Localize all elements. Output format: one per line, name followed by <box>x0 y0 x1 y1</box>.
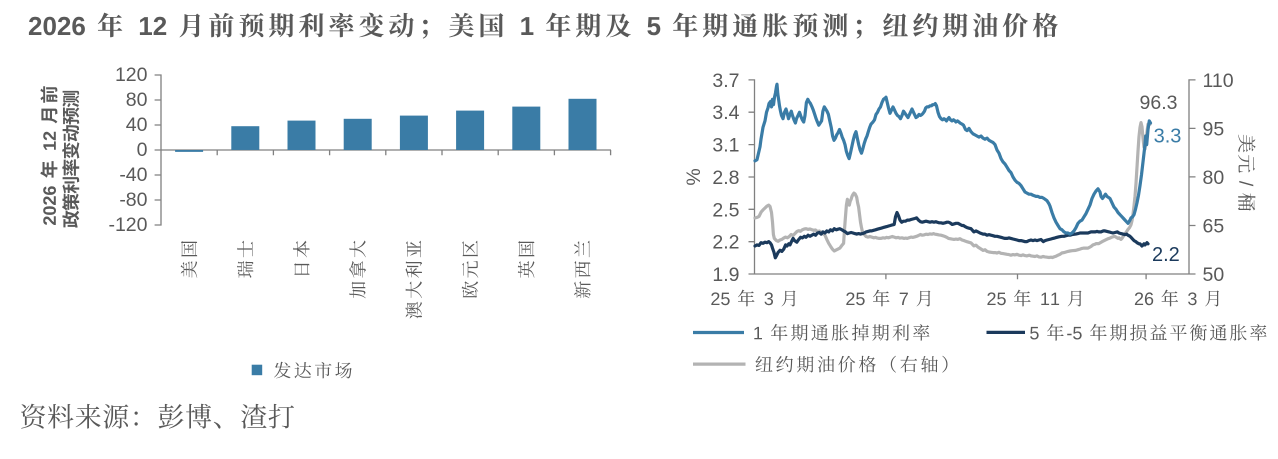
svg-text:0: 0 <box>137 139 148 161</box>
svg-text:65: 65 <box>1203 216 1225 238</box>
svg-text:80: 80 <box>1203 167 1225 189</box>
svg-text:2.2: 2.2 <box>712 232 739 254</box>
svg-text:3.4: 3.4 <box>712 102 739 124</box>
svg-text:3.1: 3.1 <box>712 135 739 157</box>
svg-text:95: 95 <box>1203 118 1225 140</box>
svg-text:-120: -120 <box>108 214 147 236</box>
svg-text:96.3: 96.3 <box>1140 92 1178 114</box>
svg-text:40: 40 <box>126 114 148 136</box>
svg-text:1.9: 1.9 <box>712 264 739 286</box>
svg-text:120: 120 <box>115 64 148 86</box>
svg-text:2.5: 2.5 <box>712 199 739 221</box>
svg-text:3.7: 3.7 <box>712 70 739 92</box>
svg-text:-40: -40 <box>119 164 147 186</box>
svg-text:50: 50 <box>1203 264 1225 286</box>
svg-text:2.8: 2.8 <box>712 167 739 189</box>
svg-text:%: % <box>683 168 705 185</box>
svg-text:3.3: 3.3 <box>1154 125 1182 147</box>
svg-text:80: 80 <box>126 89 148 111</box>
svg-text:2.2: 2.2 <box>1152 244 1180 266</box>
svg-text:-80: -80 <box>119 189 147 211</box>
svg-text:110: 110 <box>1203 70 1234 92</box>
